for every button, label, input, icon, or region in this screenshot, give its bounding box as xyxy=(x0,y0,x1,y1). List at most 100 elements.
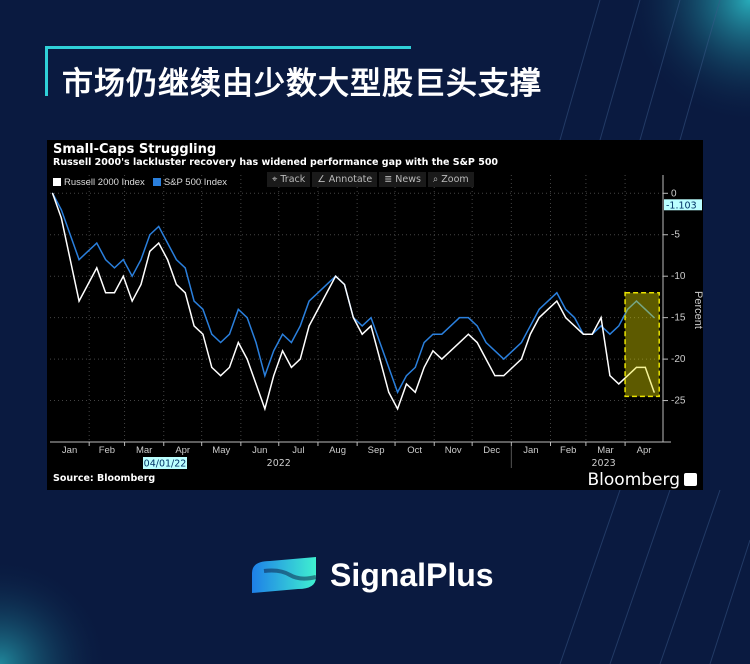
data-point xyxy=(281,333,284,335)
x-tick-label: Mar xyxy=(597,445,613,456)
x-tick-label: Feb xyxy=(560,445,576,456)
x-tick-label: Oct xyxy=(407,445,422,456)
data-point xyxy=(184,267,186,269)
data-point xyxy=(281,350,284,352)
data-point xyxy=(423,341,425,344)
signalplus-logo: SignalPlus xyxy=(250,553,494,597)
data-point xyxy=(299,325,301,327)
news-button[interactable]: ≣ News xyxy=(379,172,426,187)
data-point xyxy=(273,375,275,377)
data-point xyxy=(529,325,531,327)
data-point xyxy=(149,234,151,236)
x-tick-label: Nov xyxy=(445,445,462,456)
x-tick-label: Apr xyxy=(175,445,190,456)
series-line-russell2000 xyxy=(51,193,655,412)
data-point xyxy=(140,283,142,286)
data-point xyxy=(122,275,124,277)
data-point xyxy=(308,325,310,327)
data-point xyxy=(556,300,558,302)
data-point xyxy=(600,325,602,327)
data-point xyxy=(105,292,107,294)
last-value-label: -1.103 xyxy=(666,200,697,211)
signalplus-logo-icon xyxy=(252,557,317,593)
data-point xyxy=(335,275,337,277)
data-point xyxy=(131,300,133,302)
data-point xyxy=(96,267,98,269)
cursor-date-box xyxy=(143,457,187,469)
data-point xyxy=(317,292,319,294)
data-point xyxy=(388,391,390,393)
data-point xyxy=(432,350,434,352)
data-point xyxy=(547,300,549,302)
data-point xyxy=(370,317,372,319)
data-point xyxy=(396,391,399,393)
data-point xyxy=(220,375,222,377)
data-point xyxy=(450,350,452,352)
data-point xyxy=(485,341,487,344)
data-point xyxy=(246,358,248,360)
data-point xyxy=(202,308,204,310)
data-point xyxy=(573,325,576,327)
track-button[interactable]: ⌖ Track xyxy=(267,172,311,187)
x-tick-label: Mar xyxy=(136,445,152,456)
data-point xyxy=(105,259,107,261)
data-point xyxy=(494,375,496,377)
data-point xyxy=(618,383,620,385)
data-point xyxy=(467,333,469,335)
data-point xyxy=(308,300,310,302)
data-point xyxy=(264,408,266,410)
data-point xyxy=(78,300,80,302)
data-point xyxy=(60,209,62,211)
data-point xyxy=(228,333,231,335)
x-tick-label: Jan xyxy=(62,445,77,456)
data-point xyxy=(175,259,177,261)
y-tick-label: -25 xyxy=(671,396,686,407)
data-point xyxy=(228,366,231,368)
chart-subtitle: Russell 2000's lackluster recovery has w… xyxy=(53,157,499,168)
data-point xyxy=(520,341,523,344)
legend-russell[interactable]: Russell 2000 Index xyxy=(53,177,145,188)
data-point xyxy=(78,259,80,261)
data-point xyxy=(326,292,328,294)
data-point xyxy=(166,242,169,244)
data-point xyxy=(255,383,257,385)
x-tick-label: May xyxy=(212,445,230,456)
page-title: 市场仍继续由少数大型股巨头支撑 xyxy=(62,66,542,102)
data-point xyxy=(273,350,275,352)
data-point xyxy=(388,366,390,368)
cursor-date-label: 04/01/22 xyxy=(144,459,187,470)
annotate-button[interactable]: ∠ Annotate xyxy=(312,172,378,187)
x-year-label: 2022 xyxy=(267,458,291,469)
data-point xyxy=(458,317,461,319)
data-point xyxy=(370,325,372,327)
data-point xyxy=(343,283,346,286)
y-tick-label: -15 xyxy=(671,313,686,324)
data-point xyxy=(193,325,195,327)
legend: Russell 2000 Index S&P 500 Index xyxy=(53,177,227,188)
data-point xyxy=(379,341,381,344)
data-point xyxy=(361,325,363,327)
x-tick-label: Dec xyxy=(483,445,500,456)
data-point xyxy=(609,375,611,377)
data-point xyxy=(467,317,469,319)
x-tick-label: Feb xyxy=(99,445,115,456)
data-point xyxy=(494,350,496,352)
data-point xyxy=(158,242,160,244)
data-point xyxy=(414,391,416,393)
data-point xyxy=(511,366,514,368)
data-point xyxy=(618,325,620,327)
data-point xyxy=(175,283,177,286)
data-point xyxy=(87,250,89,252)
data-point xyxy=(485,358,487,360)
data-point xyxy=(458,341,461,344)
x-tick-label: Jul xyxy=(292,445,304,456)
data-point xyxy=(627,375,629,377)
zoom-button[interactable]: ⌕ Zoom xyxy=(427,172,474,187)
x-tick-label: Aug xyxy=(329,445,346,456)
legend-sp500[interactable]: S&P 500 Index xyxy=(152,177,227,188)
x-year-label: 2023 xyxy=(592,458,616,469)
data-point xyxy=(96,242,98,244)
data-point xyxy=(246,317,248,319)
y-axis-label: Percent xyxy=(692,291,703,329)
brand-name: SignalPlus xyxy=(330,556,494,593)
